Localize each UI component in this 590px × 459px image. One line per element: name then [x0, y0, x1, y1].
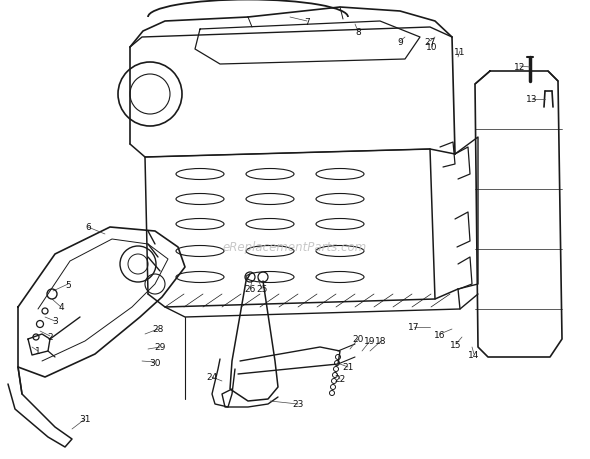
Text: 31: 31 [79, 414, 91, 424]
Text: 28: 28 [152, 325, 163, 334]
Text: 26: 26 [244, 285, 255, 294]
Text: 23: 23 [292, 400, 304, 409]
Text: 16: 16 [434, 330, 446, 339]
Text: 12: 12 [514, 62, 526, 71]
Text: 22: 22 [335, 375, 346, 384]
Text: 13: 13 [526, 95, 537, 104]
Text: 7: 7 [304, 17, 310, 27]
Text: 14: 14 [468, 350, 480, 359]
Text: 10: 10 [426, 42, 438, 51]
Text: 25: 25 [256, 285, 268, 294]
Text: 17: 17 [408, 323, 419, 332]
Text: 6: 6 [85, 223, 91, 232]
Text: 1: 1 [35, 347, 41, 356]
Text: 24: 24 [206, 373, 218, 382]
Text: 19: 19 [364, 337, 376, 346]
Text: 2: 2 [47, 332, 53, 341]
Text: 4: 4 [58, 303, 64, 312]
Text: 21: 21 [342, 363, 353, 372]
Text: 15: 15 [450, 340, 462, 349]
Text: 18: 18 [375, 337, 387, 346]
Text: 29: 29 [155, 343, 166, 352]
Text: 27: 27 [424, 38, 435, 46]
Text: eReplacementParts.com: eReplacementParts.com [223, 241, 367, 254]
Text: 3: 3 [52, 317, 58, 326]
Text: 11: 11 [454, 47, 466, 56]
Text: 5: 5 [65, 280, 71, 289]
Text: 9: 9 [397, 38, 403, 46]
Text: 30: 30 [149, 358, 160, 367]
Text: 8: 8 [355, 28, 361, 36]
Text: 20: 20 [352, 335, 363, 344]
